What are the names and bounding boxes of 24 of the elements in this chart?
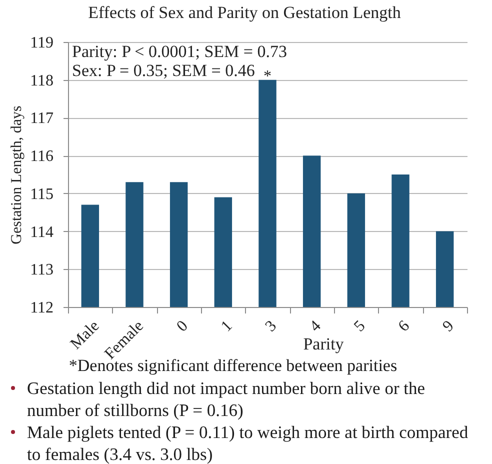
text: Gestation length did not impact number born alive or the number of stillborns (P = 0.16) — [27, 378, 426, 420]
y-tick-label: 118 — [30, 72, 54, 90]
x-tick-label: Male — [67, 318, 103, 353]
y-tick-label: 113 — [30, 262, 54, 279]
annotation: Sex: P = 0.35; SEM = 0.46 — [72, 61, 255, 80]
y-axis-title: Gestation Length, days — [9, 105, 26, 244]
x-tick-label: 5 — [351, 318, 369, 336]
x-tick-label: 1 — [218, 318, 236, 336]
y-tick-label: 119 — [30, 34, 54, 52]
y-tick-label: 112 — [30, 300, 54, 316]
y-tick-label: 114 — [30, 224, 54, 241]
x-tick-label: 6 — [395, 318, 414, 336]
chart-title: Effects of Sex and Parity on Gestation Length — [88, 3, 402, 22]
annotation: Parity: P < 0.0001; SEM = 0.73 — [72, 42, 288, 61]
y-tick-label: 115 — [30, 186, 54, 203]
x-tick-label: 9 — [440, 318, 458, 336]
annotation: * — [264, 68, 272, 85]
x-tick-label: 4 — [306, 318, 324, 336]
y-tick-label: 116 — [30, 148, 54, 166]
x-axis-title: Parity — [303, 334, 344, 354]
x-tick-label: 0 — [174, 318, 192, 336]
text: Male piglets tented (P = 0.11) to weigh more at birth compared to females (3.4 vs. 3.0 lbs) — [27, 422, 468, 464]
x-tick-label: 3 — [262, 318, 280, 336]
y-tick-label: 117 — [30, 110, 54, 128]
